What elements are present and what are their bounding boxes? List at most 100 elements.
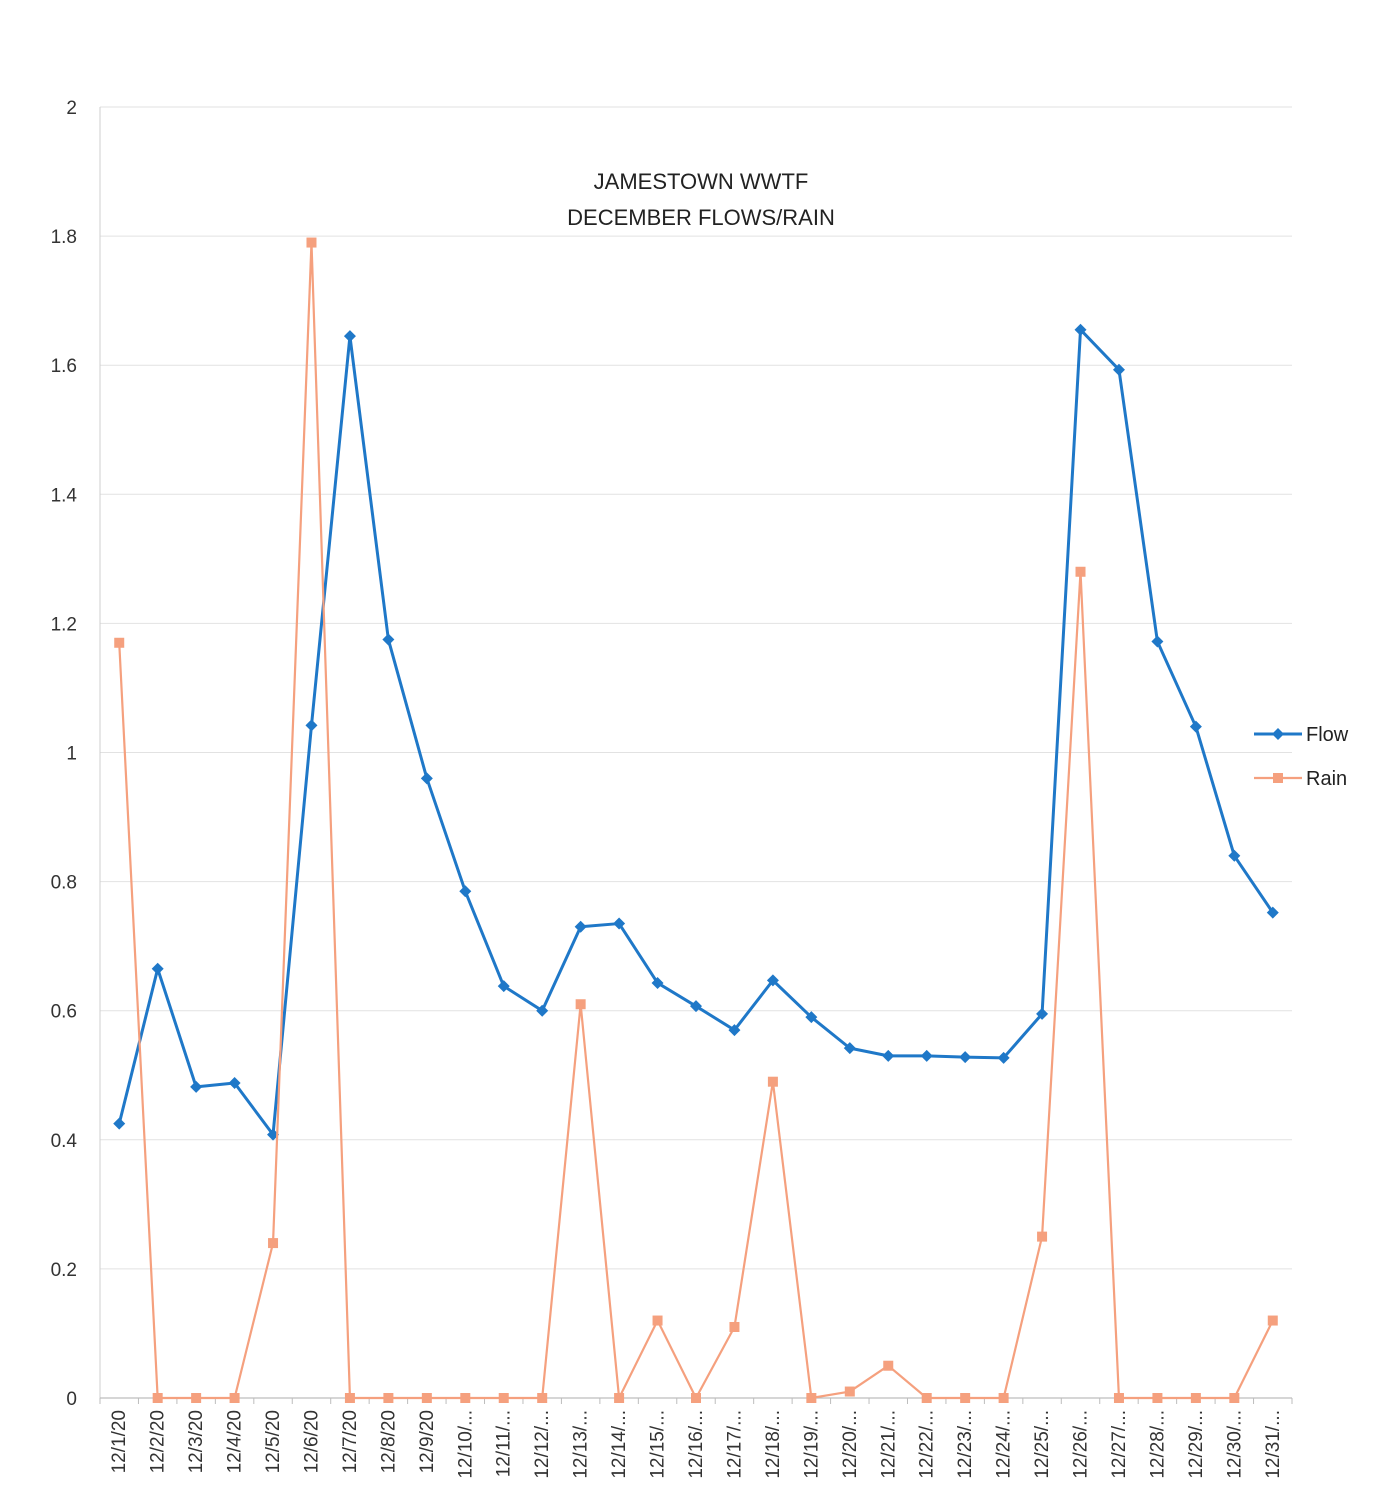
data-point-rain: [844, 1386, 855, 1397]
data-point-rain: [191, 1393, 202, 1403]
x-tick-label: 12/7/20: [340, 1410, 361, 1473]
x-tick-label: 12/24/...: [994, 1410, 1015, 1479]
data-point-flow: [651, 976, 664, 989]
data-point-rain: [537, 1393, 548, 1403]
y-tick-label: 0.2: [51, 1260, 77, 1281]
series-flow: [113, 323, 1279, 1141]
data-point-flow: [459, 885, 472, 898]
x-tick-label: 12/22/...: [917, 1410, 938, 1479]
legend: Flow Rain: [1254, 724, 1349, 790]
data-point-rain: [806, 1393, 817, 1403]
x-tick-label: 12/14/...: [609, 1410, 630, 1479]
y-tick-label: 1.2: [51, 614, 77, 635]
data-point-flow: [151, 962, 164, 975]
data-point-flow: [882, 1049, 895, 1062]
data-point-rain: [268, 1238, 279, 1249]
x-tick-label: 12/13/...: [571, 1410, 592, 1479]
legend-item-rain: Rain: [1254, 768, 1347, 790]
data-point-flow: [1228, 849, 1241, 862]
data-point-rain: [421, 1393, 432, 1403]
data-point-rain: [883, 1360, 894, 1371]
x-tick-label: 12/16/...: [686, 1410, 707, 1479]
data-point-flow: [1074, 323, 1087, 336]
x-tick-label: 12/12/...: [532, 1410, 553, 1479]
data-point-flow: [420, 772, 433, 785]
x-tick-label: 12/9/20: [417, 1410, 438, 1473]
x-tick-label: 12/25/...: [1032, 1410, 1053, 1479]
y-tick-label: 1: [66, 744, 77, 765]
data-point-rain: [729, 1321, 740, 1332]
x-tick-label: 12/27/...: [1109, 1410, 1130, 1479]
data-point-flow: [1266, 906, 1279, 919]
data-point-flow: [1036, 1007, 1049, 1020]
data-point-flow: [113, 1117, 126, 1130]
data-point-flow: [497, 980, 510, 993]
data-point-rain: [1190, 1393, 1201, 1403]
x-tick-labels: 12/1/20 12/2/20 12/3/20 12/4/20 12/5/20 12/6/…: [109, 1410, 1284, 1479]
data-point-rain: [1113, 1393, 1124, 1403]
data-point-rain: [1152, 1393, 1163, 1403]
data-point-flow: [766, 974, 779, 987]
data-point-flow: [190, 1080, 203, 1093]
x-tick-label: 12/4/20: [225, 1410, 246, 1473]
data-point-rain: [229, 1393, 240, 1403]
data-point-rain: [344, 1393, 355, 1403]
data-point-flow: [997, 1051, 1010, 1064]
legend-label: Flow: [1306, 724, 1349, 746]
data-point-flow: [690, 1000, 702, 1013]
data-point-flow: [1189, 720, 1202, 733]
data-point-rain: [998, 1393, 1009, 1403]
data-point-rain: [498, 1393, 509, 1403]
y-tick-label: 0.8: [51, 873, 77, 894]
data-point-flow: [305, 719, 318, 732]
data-point-flow: [1112, 363, 1125, 376]
legend-label: Rain: [1306, 768, 1347, 790]
data-point-rain: [460, 1393, 471, 1403]
data-point-flow: [343, 330, 356, 343]
y-tick-label: 1.6: [51, 356, 77, 377]
x-tick-label: 12/28/...: [1147, 1410, 1168, 1479]
data-point-rain: [152, 1393, 163, 1403]
y-tick-label: 1.4: [51, 485, 78, 506]
x-tick-label: 12/29/...: [1186, 1410, 1207, 1479]
x-tick-label: 12/15/...: [648, 1410, 669, 1479]
y-tick-labels: 0 0.2 0.4 0.6 0.8 1 1.2 1.4 1.6 1.8 2: [51, 98, 78, 1410]
series-rain: [114, 237, 1278, 1403]
y-tick-label: 0: [66, 1389, 77, 1410]
y-tick-label: 2: [66, 98, 77, 119]
data-point-rain: [652, 1315, 663, 1326]
data-point-flow: [920, 1049, 933, 1062]
chart-title-line: JAMESTOWN WWTF: [594, 169, 809, 194]
data-point-flow: [613, 917, 626, 930]
data-point-rain: [691, 1393, 701, 1403]
legend-marker: [1273, 773, 1283, 783]
y-tick-label: 0.6: [51, 1002, 77, 1023]
x-tick-label: 12/8/20: [378, 1410, 399, 1473]
x-tick-label: 12/3/20: [186, 1410, 207, 1473]
data-point-rain: [921, 1393, 932, 1403]
x-tick-label: 12/31/...: [1263, 1410, 1284, 1479]
data-point-rain: [1075, 566, 1086, 577]
x-tick-label: 12/19/...: [801, 1410, 822, 1479]
data-point-flow: [805, 1011, 818, 1024]
x-tick-label: 12/11/...: [494, 1410, 515, 1477]
x-tick-label: 12/2/20: [148, 1410, 169, 1473]
data-point-flow: [382, 633, 395, 646]
x-tick-label: 12/18/...: [763, 1410, 784, 1479]
data-point-rain: [575, 999, 586, 1010]
x-tick-label: 12/30/...: [1224, 1410, 1245, 1479]
x-tick-label: 12/1/20: [109, 1410, 130, 1473]
chart-title-line: DECEMBER FLOWS/RAIN: [567, 205, 835, 230]
chart-title: JAMESTOWN WWTF DECEMBER FLOWS/RAIN: [567, 169, 835, 230]
data-point-rain: [1229, 1393, 1240, 1403]
data-point-rain: [614, 1393, 625, 1403]
data-point-rain: [767, 1076, 778, 1087]
y-tick-label: 1.8: [51, 227, 77, 248]
data-point-flow: [574, 920, 587, 933]
data-point-rain: [383, 1393, 394, 1403]
x-tick-label: 12/20/...: [840, 1410, 861, 1479]
legend-item-flow: Flow: [1254, 724, 1349, 746]
y-tick-label: 0.4: [51, 1131, 78, 1152]
